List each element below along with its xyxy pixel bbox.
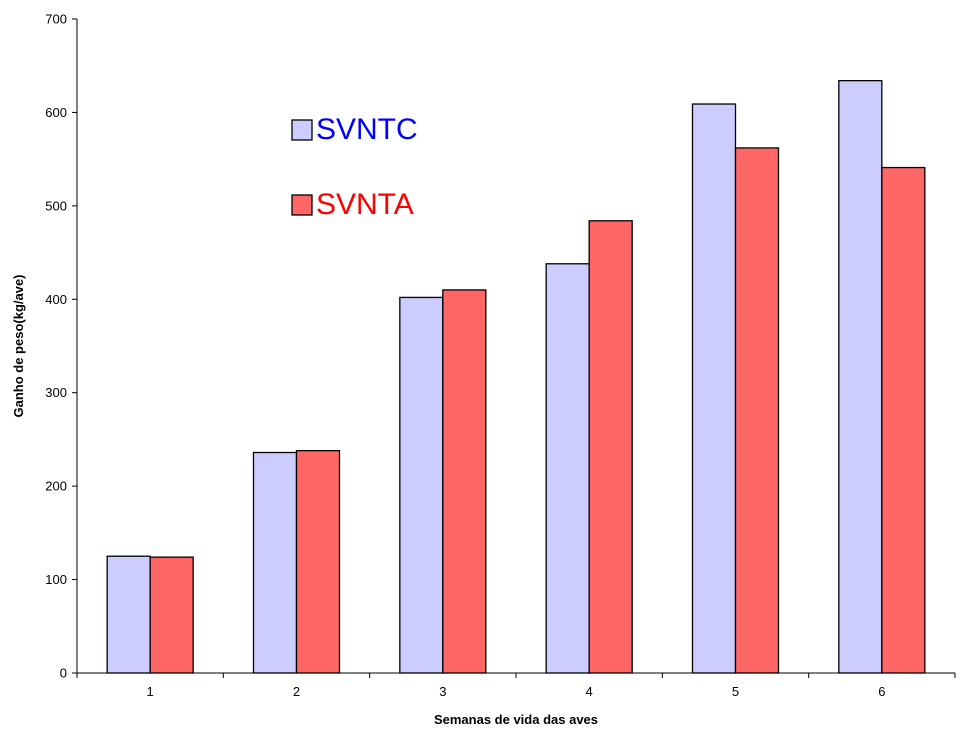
y-tick-label: 400 — [45, 292, 67, 307]
legend-swatch-svnta — [291, 194, 313, 216]
y-axis-title: Ganho de peso(kg/ave) — [11, 274, 26, 417]
x-tick-label: 5 — [732, 684, 739, 699]
x-tick-label: 2 — [293, 684, 300, 699]
bar-svnta-4 — [588, 220, 633, 674]
y-tick-label: 0 — [60, 666, 67, 681]
y-tick-label: 500 — [45, 198, 67, 213]
bar-svntc-5 — [691, 103, 737, 674]
bar-svntc-1 — [106, 555, 151, 674]
x-tick-label: 1 — [147, 684, 154, 699]
y-tick-label: 700 — [45, 12, 67, 27]
bar-svnta-2 — [295, 449, 341, 674]
legend-label-svnta: SVNTA — [316, 188, 414, 221]
bar-svnta-1 — [149, 556, 194, 674]
bars-group — [106, 80, 926, 674]
y-tick-label: 300 — [45, 385, 67, 400]
bar-svnta-6 — [881, 166, 926, 674]
y-tick-label: 600 — [45, 105, 67, 120]
legend: SVNTC SVNTA — [291, 113, 418, 221]
x-axis-title: Semanas de vida das aves — [434, 712, 598, 727]
legend-label-svntc: SVNTC — [316, 113, 418, 146]
x-tick-label: 4 — [586, 684, 593, 699]
bar-svntc-3 — [399, 296, 444, 674]
y-tick-label: 100 — [45, 572, 67, 587]
axes-group: 0 100 200 300 400 500 600 700 1 2 3 4 5 6 — [45, 12, 956, 699]
bar-svntc-6 — [838, 80, 883, 674]
bar-svnta-3 — [442, 289, 487, 674]
x-tick-label: 3 — [439, 684, 446, 699]
legend-swatch-svntc — [291, 119, 313, 141]
bar-svnta-5 — [734, 147, 780, 674]
bar-svntc-4 — [545, 263, 590, 674]
bar-svntc-2 — [252, 451, 298, 674]
y-tick-label: 200 — [45, 479, 67, 494]
x-tick-label: 6 — [878, 684, 885, 699]
